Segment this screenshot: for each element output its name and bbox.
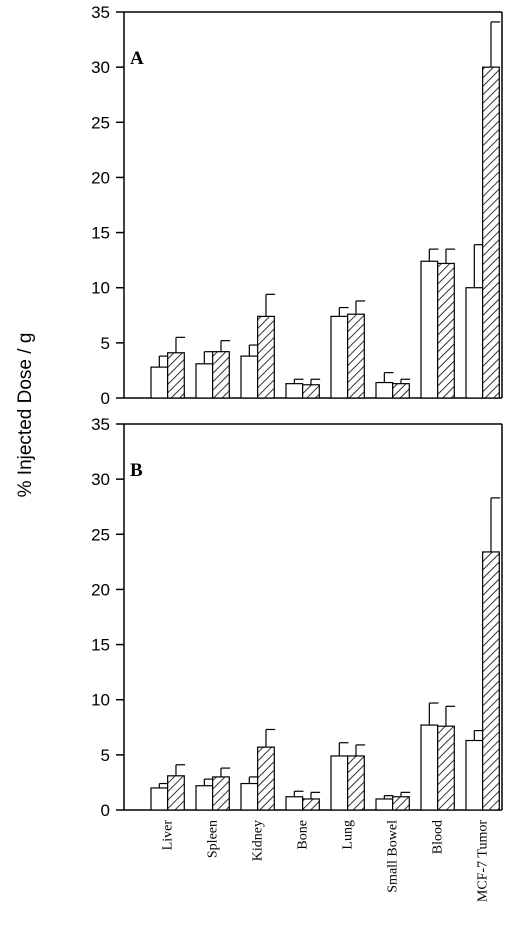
- y-tick-label: 25: [91, 525, 110, 544]
- y-tick-label: 35: [91, 415, 110, 434]
- panel-label: A: [130, 48, 144, 69]
- y-tick-label: 15: [91, 224, 110, 243]
- category-label: Spleen: [206, 820, 221, 858]
- y-tick-label: 5: [101, 746, 110, 765]
- y-tick-label: 35: [91, 3, 110, 22]
- category-label: Bone: [296, 820, 311, 850]
- bar: [347, 755, 365, 811]
- bar: [392, 796, 410, 811]
- bar: [212, 776, 230, 811]
- y-tick-label: 10: [91, 279, 110, 298]
- bar: [375, 798, 394, 811]
- bar: [257, 315, 275, 399]
- panel-label: B: [130, 460, 143, 481]
- bar: [257, 746, 275, 811]
- category-label: Liver: [161, 820, 176, 851]
- bar: [482, 66, 500, 399]
- y-tick-label: 0: [101, 801, 110, 820]
- y-tick-label: 20: [91, 580, 110, 599]
- bar: [465, 287, 484, 399]
- bar: [465, 739, 484, 811]
- y-tick-label: 20: [91, 168, 110, 187]
- bar: [240, 355, 259, 399]
- category-label: Lung: [341, 820, 356, 850]
- bar: [285, 383, 304, 399]
- y-tick-label: 30: [91, 58, 110, 77]
- bar: [195, 785, 214, 811]
- bar: [330, 755, 349, 811]
- bar: [212, 351, 230, 399]
- y-tick-label: 5: [101, 334, 110, 353]
- bar: [482, 551, 500, 811]
- category-labels: Liver Spleen Kidney Bone Lung Small Bowel Bloo…: [161, 820, 491, 902]
- category-label: Small Bowel: [386, 820, 401, 893]
- bar: [375, 381, 394, 399]
- bar: [392, 383, 410, 399]
- bar: [302, 798, 320, 811]
- y-tick-label: 30: [91, 470, 110, 489]
- panel-a: 0 5 10 15 20 25 30 35 A: [91, 3, 503, 408]
- panel-b: 0 5 10 15 20 25 30 35 B: [91, 415, 503, 820]
- y-axis-title: % Injected Dose / g: [15, 333, 36, 498]
- bar: [420, 260, 439, 399]
- bar: [437, 725, 455, 811]
- y-tick-label: 15: [91, 636, 110, 655]
- bar: [240, 782, 259, 811]
- bar: [150, 787, 169, 811]
- y-tick-label: 0: [101, 389, 110, 408]
- bar: [420, 724, 439, 811]
- bar: [347, 313, 365, 399]
- category-label: Kidney: [251, 820, 266, 861]
- bar: [285, 796, 304, 811]
- bar: [167, 352, 185, 399]
- bar: [330, 315, 349, 399]
- bar: [302, 384, 320, 399]
- bar: [150, 366, 169, 399]
- category-label: MCF-7 Tumor: [476, 820, 491, 902]
- y-tick-label: 25: [91, 113, 110, 132]
- bar: [167, 775, 185, 811]
- y-tick-label: 10: [91, 691, 110, 710]
- category-label: Blood: [431, 820, 446, 854]
- bar: [195, 363, 214, 399]
- bar: [437, 262, 455, 399]
